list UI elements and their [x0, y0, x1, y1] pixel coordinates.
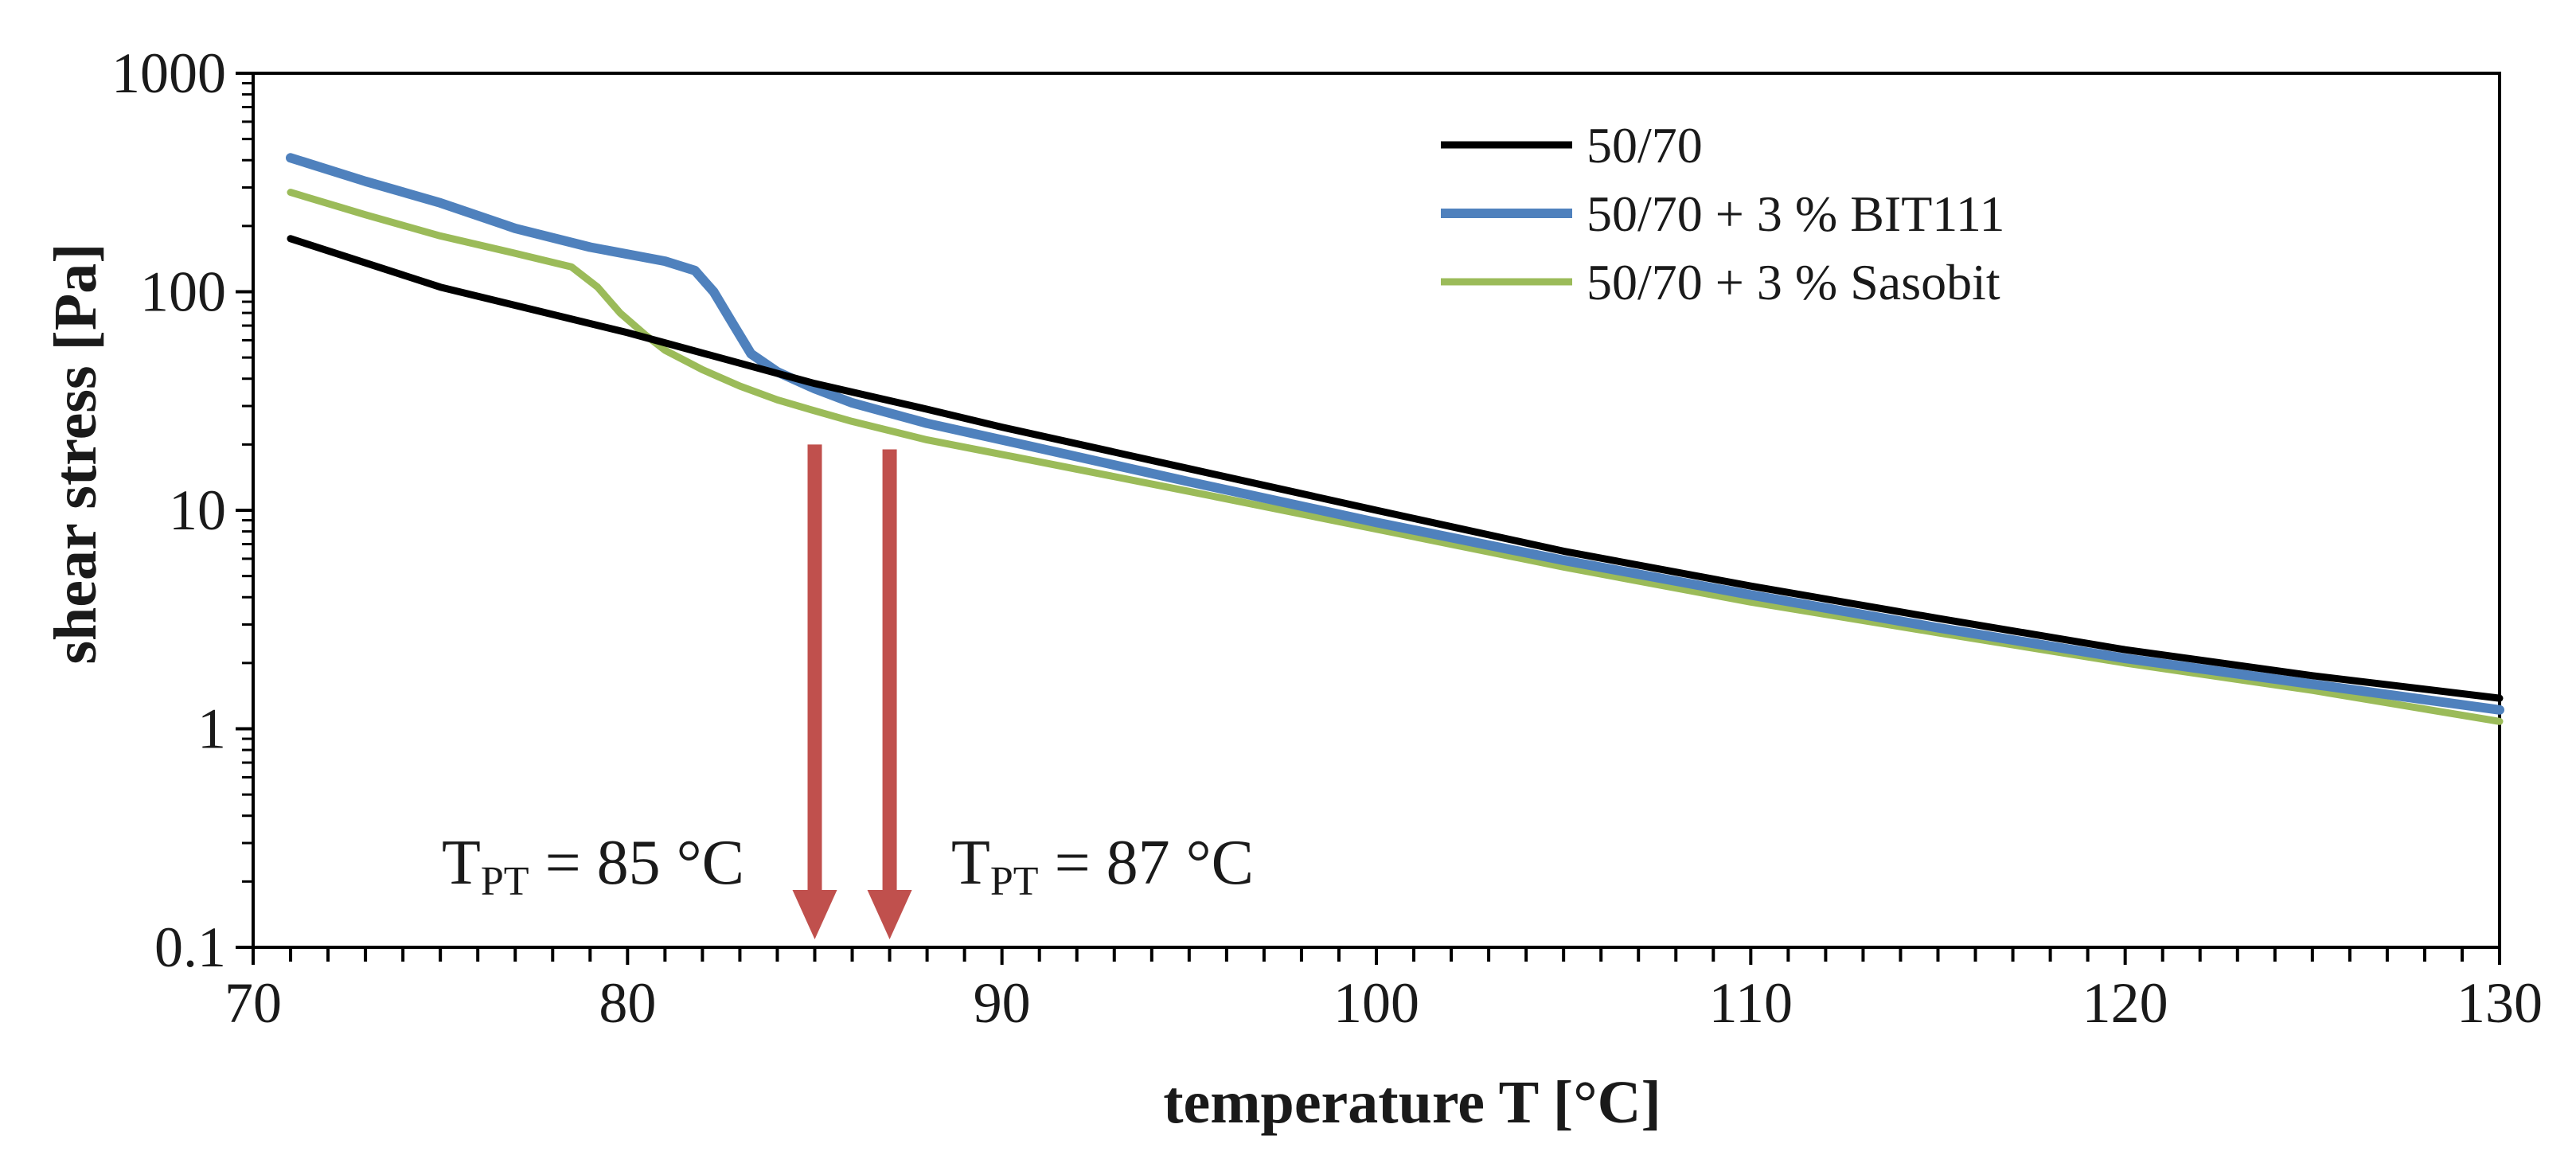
series-line-50-70-3-sasobit: [287, 189, 2504, 725]
x-tick-label: 130: [2457, 971, 2543, 1035]
x-tick-label: 80: [599, 971, 656, 1035]
y-tick-label: 0.1: [154, 915, 226, 979]
x-tick-label: 110: [1709, 971, 1793, 1035]
legend-label: 50/70 + 3 % BIT111: [1587, 185, 2005, 242]
tpt-symbol: T: [442, 828, 481, 898]
y-tick-label: 10: [169, 478, 226, 542]
tpt-value: = 87 °C: [1039, 828, 1254, 898]
tpt-subscript: PT: [481, 859, 529, 904]
legend: 50/70 50/70 + 3 % BIT111 50/70 + 3 % Sasob…: [1441, 117, 2005, 310]
tpt-label-2: TPT = 87 °C: [951, 828, 1254, 904]
series-layer: [286, 153, 2504, 725]
tpt-subscript: PT: [990, 859, 1039, 904]
tpt-value: = 85 °C: [529, 828, 744, 898]
x-tick-label: 100: [1333, 971, 1419, 1035]
x-tick-label: 70: [224, 971, 282, 1035]
legend-label: 50/70 + 3 % Sasobit: [1587, 254, 2000, 310]
legend-label: 50/70: [1587, 117, 1703, 174]
annotations: TPT = 85 °C TPT = 87 °C: [442, 444, 1254, 939]
x-axis-ticks: 70 80 90 100 110 120 130: [224, 947, 2543, 1035]
y-tick-label: 1: [197, 697, 226, 761]
arrow-head-1: [792, 890, 837, 939]
tpt-symbol: T: [951, 828, 990, 898]
y-tick-label: 1000: [111, 41, 226, 105]
y-axis-title: shear stress [Pa]: [42, 243, 109, 664]
y-axis-ticks: 0.1 1 10 100 1000: [111, 41, 253, 979]
y-tick-label: 100: [140, 260, 226, 324]
x-tick-label: 120: [2082, 971, 2168, 1035]
x-axis-title: temperature T [°C]: [1163, 1069, 1661, 1136]
x-tick-label: 90: [974, 971, 1031, 1035]
series-line-50-70: [287, 235, 2504, 702]
tpt-label-1: TPT = 85 °C: [442, 828, 744, 904]
series-line-50-70-3-bit111: [286, 153, 2504, 715]
arrow-head-2: [867, 890, 912, 939]
